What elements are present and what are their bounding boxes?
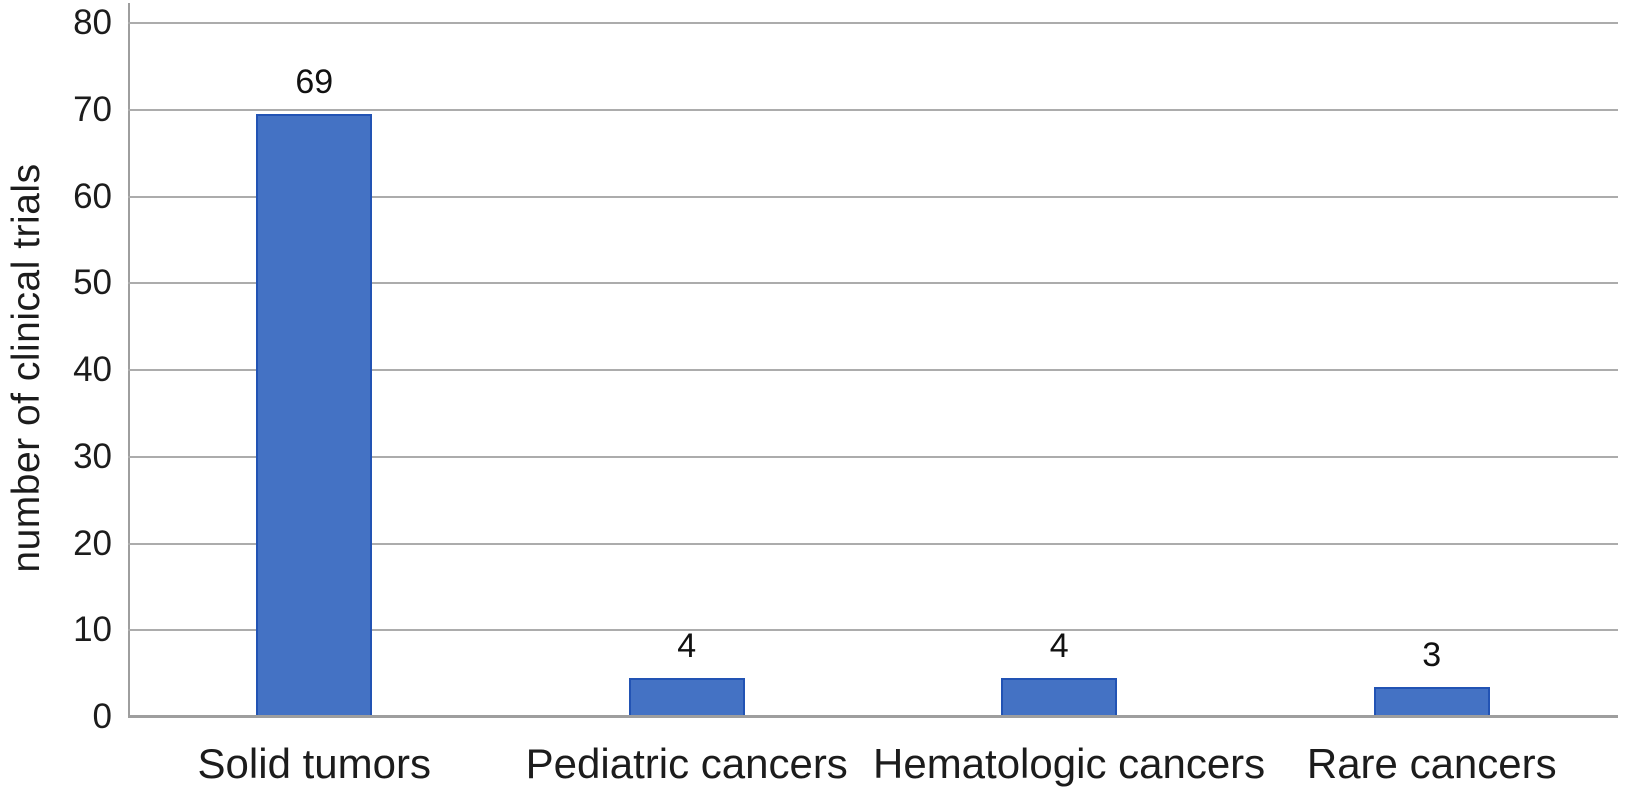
y-axis-line xyxy=(128,3,130,718)
gridline-50 xyxy=(128,282,1618,285)
bar xyxy=(1373,687,1490,717)
y-tick-label-40: 40 xyxy=(73,350,112,389)
y-tick-label-10: 10 xyxy=(73,610,112,650)
gridline-80 xyxy=(128,22,1618,24)
bar xyxy=(1001,678,1118,717)
gridline-60 xyxy=(128,195,1618,198)
gridline-30 xyxy=(128,455,1618,458)
category-label: Pediatric cancers xyxy=(525,740,848,787)
gridline-10 xyxy=(128,629,1618,632)
bar-slot: 4 xyxy=(873,23,1246,717)
data-label: 4 xyxy=(1049,627,1069,665)
y-tick-label-0: 0 xyxy=(92,697,112,736)
data-label: 4 xyxy=(677,627,697,665)
category-label: Hematologic cancers xyxy=(873,740,1266,787)
gridline-40 xyxy=(128,369,1618,371)
x-axis-line xyxy=(128,715,1618,718)
bar-slot: 69 xyxy=(128,23,501,717)
plot-area: 69 4 4 3 xyxy=(128,22,1619,717)
bar xyxy=(256,114,373,717)
data-label: 69 xyxy=(295,63,334,101)
bar xyxy=(628,678,745,717)
category-label: Solid tumors xyxy=(197,740,431,787)
y-tick-label-20: 20 xyxy=(73,523,112,563)
bar-slot: 3 xyxy=(1246,23,1619,717)
y-tick-label-70: 70 xyxy=(73,89,112,129)
category-label: Rare cancers xyxy=(1306,740,1557,787)
y-tick-label-50: 50 xyxy=(73,263,112,303)
category-axis: Solid tumors Pediatric cancers Hematologic… xyxy=(128,740,1618,796)
gridline-20 xyxy=(128,542,1618,545)
bar-slot: 4 xyxy=(501,23,874,717)
data-label: 3 xyxy=(1422,636,1442,674)
y-tick-label-30: 30 xyxy=(73,436,112,476)
gridline-70 xyxy=(128,108,1618,111)
y-tick-label-60: 60 xyxy=(73,176,112,216)
y-tick-label-80: 80 xyxy=(73,3,112,42)
